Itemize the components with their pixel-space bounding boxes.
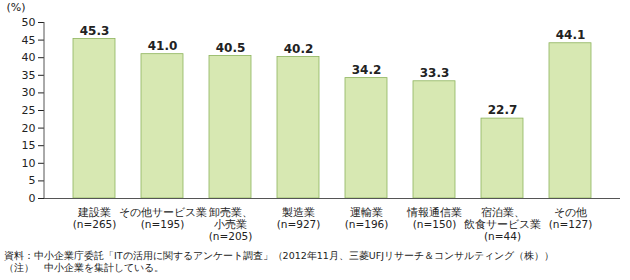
svg-text:その他(n=127): その他(n=127) (549, 206, 593, 230)
svg-text:40: 40 (22, 51, 36, 64)
svg-text:50: 50 (22, 16, 36, 29)
svg-text:15: 15 (22, 139, 36, 152)
svg-text:その他サービス業(n=195): その他サービス業(n=195) (119, 206, 207, 230)
svg-text:30: 30 (22, 86, 36, 99)
svg-text:40.2: 40.2 (284, 42, 314, 56)
svg-text:22.7: 22.7 (488, 103, 518, 117)
svg-text:20: 20 (22, 122, 36, 135)
svg-text:10: 10 (22, 157, 36, 170)
svg-text:45: 45 (22, 34, 36, 47)
svg-text:0: 0 (29, 192, 36, 205)
svg-text:(%): (%) (7, 1, 26, 14)
svg-text:35: 35 (22, 69, 36, 82)
svg-text:25: 25 (22, 104, 36, 117)
svg-text:45.3: 45.3 (80, 24, 110, 38)
svg-text:運輸業(n=196): 運輸業(n=196) (345, 206, 389, 230)
svg-text:宿泊業、飲食サービス業(n=44): 宿泊業、飲食サービス業(n=44) (464, 206, 541, 242)
svg-text:製造業(n=927): 製造業(n=927) (277, 206, 321, 230)
svg-text:41.0: 41.0 (148, 39, 178, 53)
svg-text:33.3: 33.3 (420, 66, 450, 80)
svg-text:卸売業、小売業(n=205): 卸売業、小売業(n=205) (209, 206, 253, 242)
html-text:資料：中小企業庁委託「ITの活用に関するアンケート調査」（2: 資料：中小企業庁委託「ITの活用に関するアンケート調査」（2012年11月、三菱… (4, 250, 555, 261)
svg-text:40.5: 40.5 (216, 41, 246, 55)
svg-text:情報通信業(n=150): 情報通信業(n=150) (406, 206, 462, 230)
svg-text:建設業(n=265): 建設業(n=265) (73, 206, 117, 230)
html-text:（注） 中小企業を集計している。: （注） 中小企業を集計している。 (4, 262, 164, 273)
svg-text:5: 5 (29, 174, 36, 187)
svg-text:44.1: 44.1 (556, 28, 586, 42)
svg-text:34.2: 34.2 (352, 63, 382, 77)
